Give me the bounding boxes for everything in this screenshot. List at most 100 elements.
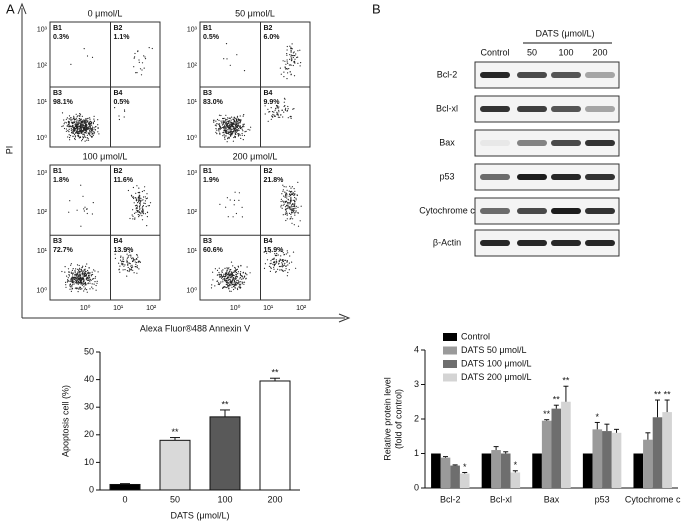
event-dot: [289, 45, 291, 47]
event-dot: [233, 130, 235, 132]
event-dot: [281, 262, 283, 264]
event-dot: [234, 277, 236, 279]
event-dot: [69, 285, 71, 287]
event-dot: [141, 219, 144, 221]
event-dot: [135, 208, 137, 210]
event-dot: [277, 105, 279, 107]
event-dot: [239, 122, 241, 124]
event-dot: [74, 132, 77, 134]
event-dot: [148, 205, 150, 207]
y-tick-label: 10²: [187, 63, 198, 70]
blot-band: [517, 240, 547, 246]
event-dot: [243, 70, 246, 72]
event-dot: [237, 128, 240, 130]
event-dot: [241, 132, 243, 135]
event-dot: [237, 133, 239, 135]
event-dot: [72, 274, 74, 276]
event-dot: [92, 130, 94, 132]
event-dot: [290, 55, 292, 57]
event-dot: [276, 252, 278, 255]
event-dot: [84, 272, 86, 274]
event-dot: [230, 128, 232, 130]
event-dot: [279, 116, 281, 118]
event-dot: [239, 134, 241, 136]
event-dot: [274, 261, 276, 264]
event-dot: [129, 263, 131, 265]
event-dot: [222, 275, 224, 277]
event-dot: [65, 130, 67, 132]
event-dot: [278, 260, 280, 262]
event-dot: [299, 220, 301, 222]
event-dot: [229, 132, 231, 134]
event-dot: [134, 218, 136, 220]
event-dot: [230, 124, 232, 127]
event-dot: [84, 118, 87, 120]
event-dot: [288, 190, 290, 192]
event-dot: [242, 115, 244, 117]
event-dot: [236, 122, 239, 124]
event-dot: [225, 130, 227, 132]
quadrant-name: B2: [264, 25, 273, 32]
quadrant-name: B1: [203, 25, 212, 32]
event-dot: [226, 286, 228, 289]
quadrant-name: B2: [264, 168, 273, 175]
quadrant-value: 72.7%: [53, 247, 74, 254]
event-dot: [292, 64, 294, 67]
event-dot: [84, 125, 86, 127]
event-dot: [236, 130, 238, 132]
event-dot: [290, 187, 292, 189]
event-dot: [119, 265, 121, 267]
event-dot: [87, 137, 89, 140]
event-dot: [234, 124, 236, 126]
event-dot: [221, 122, 223, 124]
event-dot: [290, 213, 292, 215]
quadrant-name: B2: [114, 25, 123, 32]
quadrant-value: 1.9%: [203, 177, 220, 184]
event-dot: [89, 118, 91, 120]
event-dot: [71, 276, 73, 278]
event-dot: [63, 119, 65, 121]
event-dot: [225, 129, 227, 131]
event-dot: [224, 129, 226, 131]
event-dot: [85, 124, 87, 126]
event-dot: [290, 117, 292, 119]
event-dot: [215, 131, 217, 133]
event-dot: [79, 113, 81, 115]
event-dot: [85, 284, 87, 286]
bar: [440, 457, 451, 488]
event-dot: [89, 282, 91, 284]
event-dot: [216, 269, 219, 271]
event-dot: [137, 209, 139, 212]
event-dot: [225, 43, 228, 45]
event-dot: [64, 271, 66, 273]
event-dot: [297, 181, 299, 183]
event-dot: [228, 276, 230, 278]
event-dot: [83, 208, 85, 210]
event-dot: [83, 119, 85, 121]
event-dot: [284, 213, 286, 215]
event-dot: [291, 206, 293, 208]
event-dot: [293, 204, 295, 206]
event-dot: [73, 118, 75, 120]
event-dot: [94, 126, 96, 128]
event-dot: [295, 205, 297, 207]
event-dot: [287, 264, 289, 266]
significance: **: [562, 376, 570, 386]
event-dot: [230, 121, 232, 123]
event-dot: [80, 278, 82, 280]
event-dot: [135, 211, 137, 213]
event-dot: [231, 280, 233, 283]
event-dot: [138, 268, 140, 270]
event-dot: [242, 123, 244, 125]
event-dot: [134, 205, 137, 207]
event-dot: [290, 46, 292, 48]
event-dot: [234, 133, 236, 135]
event-dot: [238, 199, 240, 201]
event-dot: [81, 284, 83, 286]
event-dot: [290, 206, 292, 208]
event-dot: [62, 125, 64, 127]
event-dot: [281, 259, 283, 261]
event-dot: [286, 78, 288, 80]
event-dot: [275, 262, 277, 264]
event-dot: [287, 204, 289, 206]
